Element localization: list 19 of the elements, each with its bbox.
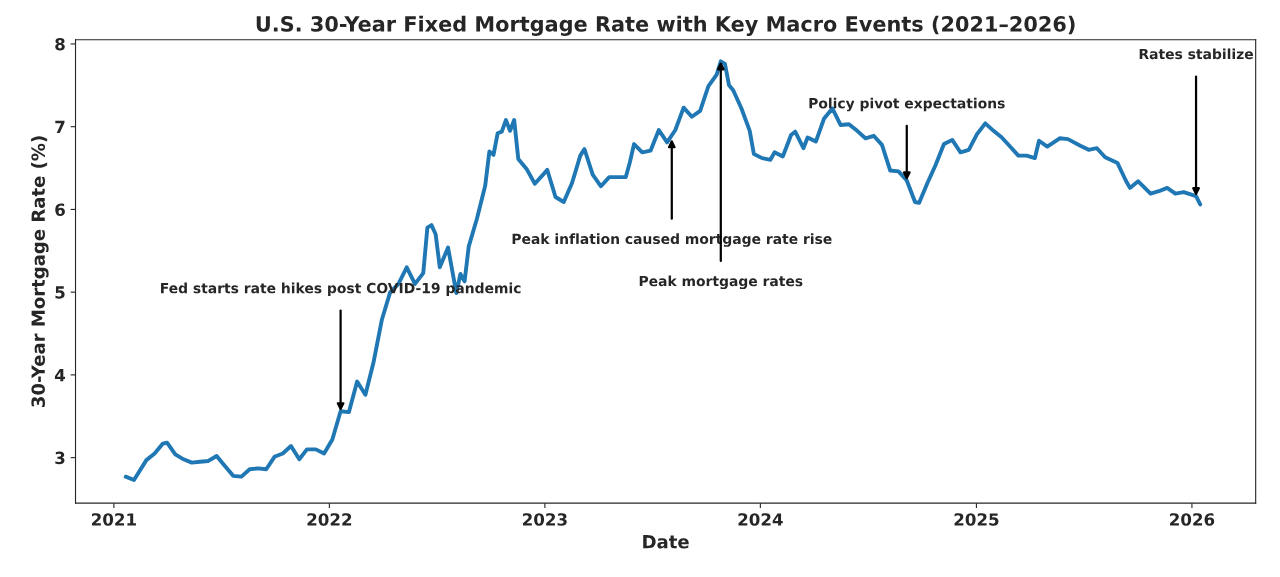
- chart-title: U.S. 30-Year Fixed Mortgage Rate with Key Macro Events (2021–2026): [256, 15, 1075, 36]
- annotation: Peak mortgage rates: [639, 275, 803, 290]
- y-tick-label: 4: [54, 369, 66, 382]
- annotation: Rates stabilize: [1139, 48, 1253, 60]
- y-tick-label: 7: [55, 120, 65, 134]
- line-series: [123, 59, 1203, 482]
- x-tick-label: 2023: [522, 513, 567, 526]
- y-tick-label: 5: [55, 286, 65, 299]
- x-tick-label: 2022: [307, 513, 352, 526]
- annotation: Policy pivot expectations: [809, 97, 1005, 112]
- x-tick-label: 2021: [92, 513, 136, 526]
- y-tick-label: 8: [55, 37, 65, 51]
- y-tick-label: 6: [55, 203, 65, 216]
- x-tick-label: 2024: [738, 513, 783, 526]
- y-axis-title: 30-Year Mortgage Rate (%): [31, 136, 49, 407]
- x-tick-label: 2025: [954, 513, 999, 526]
- x-axis-title: Date: [643, 535, 689, 549]
- x-tick-label: 2026: [1170, 513, 1215, 526]
- y-tick-label: 3: [55, 451, 65, 465]
